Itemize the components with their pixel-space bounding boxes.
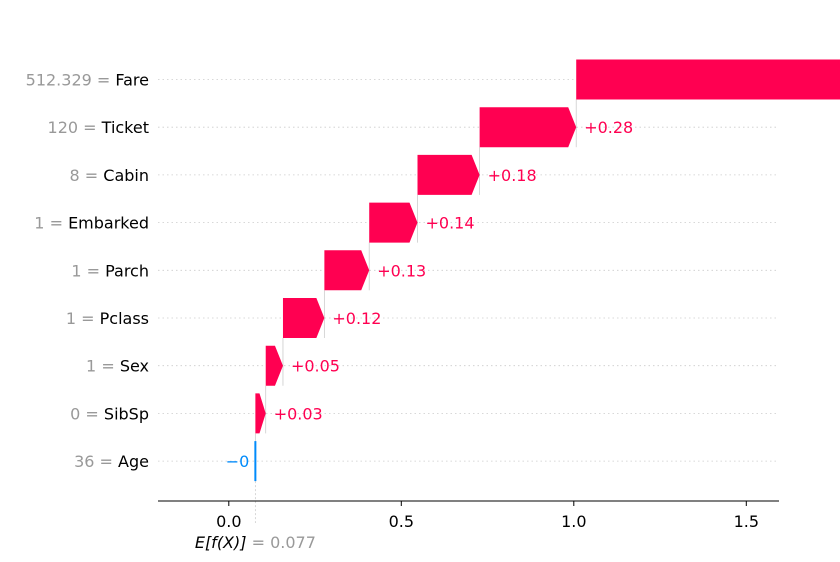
feature-label-fare: 512.329 = Fare <box>26 71 149 90</box>
feature-label-cabin: 8 = Cabin <box>70 166 149 185</box>
bar-value-label-cabin: +0.18 <box>488 166 537 185</box>
base-value-fn: E[f(X)] <box>195 533 247 552</box>
bar-value-label-age: −0 <box>226 452 250 471</box>
feature-name: Sex <box>120 357 149 376</box>
row-gridlines <box>158 79 779 462</box>
feature-label-pclass: 1 = Pclass <box>66 309 149 328</box>
bar-sibsp <box>255 393 266 434</box>
feature-name: Pclass <box>100 309 149 328</box>
feature-value: 1 = <box>71 261 105 280</box>
bar-value-label-embarked: +0.14 <box>426 214 475 233</box>
feature-label-parch: 1 = Parch <box>71 261 149 280</box>
x-tick-label: 1.0 <box>561 512 586 531</box>
bar-ticket <box>479 107 577 148</box>
feature-label-age: 36 = Age <box>74 452 149 471</box>
feature-value: 1 = <box>86 357 120 376</box>
feature-value: 8 = <box>70 166 104 185</box>
bar-value-label-sex: +0.05 <box>291 357 340 376</box>
feature-name: Fare <box>115 71 149 90</box>
bar-embarked <box>369 202 418 243</box>
feature-labels: 512.329 = Fare 120 = Ticket 8 = Cabin 1 = E… <box>26 71 149 472</box>
feature-label-sex: 1 = Sex <box>86 357 149 376</box>
feature-value: 120 = <box>48 118 102 137</box>
bar-value-label-ticket: +0.28 <box>584 118 633 137</box>
feature-value: 36 = <box>74 452 118 471</box>
feature-label-sibsp: 0 = SibSp <box>70 404 149 423</box>
feature-name: Age <box>118 452 149 471</box>
bar-fare <box>576 59 840 100</box>
base-value-number: = 0.077 <box>247 533 316 552</box>
feature-name: SibSp <box>104 404 149 423</box>
feature-value: 1 = <box>66 309 100 328</box>
x-tick-label: 1.5 <box>734 512 759 531</box>
x-axis: 0.00.51.01.52.02.53.0 <box>158 500 779 531</box>
feature-label-ticket: 120 = Ticket <box>48 118 149 137</box>
feature-label-embarked: 1 = Embarked <box>34 214 149 233</box>
feature-name: Ticket <box>101 118 149 137</box>
feature-name: Parch <box>105 261 149 280</box>
bar-value-label-sibsp: +0.03 <box>274 404 323 423</box>
bar-sex <box>265 345 283 386</box>
value-annotations: f(x) = 2.977E[f(X)] = 0.077 <box>195 533 316 552</box>
x-tick-label: 0.5 <box>389 512 414 531</box>
bar-value-label-pclass: +0.12 <box>332 309 381 328</box>
bar-parch <box>324 250 370 291</box>
bar-pclass <box>282 298 325 338</box>
bar-cabin <box>417 154 480 195</box>
bar-value-label-parch: +0.13 <box>377 261 426 280</box>
feature-value: 1 = <box>34 214 68 233</box>
feature-name: Embarked <box>68 214 149 233</box>
contribution-bars: +1.99+0.28+0.18+0.14+0.13+0.12+0.05+0.03… <box>226 59 840 482</box>
x-tick-label: 0.0 <box>216 512 241 531</box>
feature-name: Cabin <box>103 166 149 185</box>
feature-value: 512.329 = <box>26 71 116 90</box>
feature-value: 0 = <box>70 404 104 423</box>
base-value-label: E[f(X)] = 0.077 <box>195 533 316 552</box>
